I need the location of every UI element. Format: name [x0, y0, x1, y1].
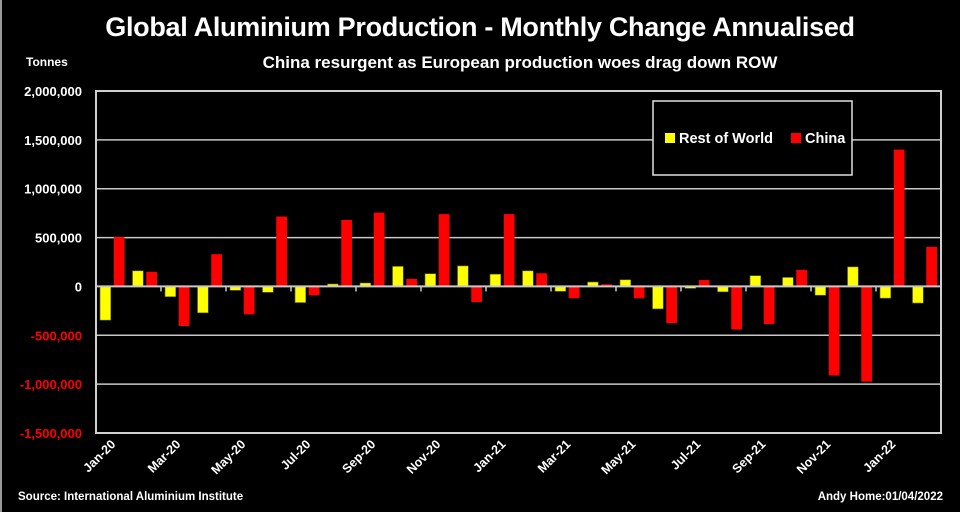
- chart-subtitle: China resurgent as European production w…: [262, 53, 778, 72]
- bar-china: [146, 271, 157, 287]
- bar-china: [666, 286, 677, 324]
- bar-rest-of-world: [749, 275, 762, 287]
- x-tick-label: Jul-20: [278, 437, 313, 472]
- legend-swatch-rest-of-world: [665, 133, 675, 143]
- y-tick-label: 1,500,000: [24, 133, 82, 148]
- x-tick-label: Jul-21: [668, 437, 703, 472]
- author-credit: Andy Home:01/04/2022: [817, 491, 943, 503]
- bar-china: [178, 286, 190, 327]
- bar-china: [503, 214, 515, 287]
- bar-china: [308, 286, 320, 296]
- bar-china: [633, 286, 645, 299]
- bar-china: [763, 286, 775, 325]
- y-tick-label: 1,000,000: [24, 182, 82, 197]
- bar-rest-of-world: [99, 286, 112, 321]
- bar-china: [796, 269, 807, 287]
- bar-china: [893, 149, 905, 287]
- plot-area-border: [95, 90, 942, 434]
- bars: [99, 149, 937, 382]
- bar-rest-of-world: [522, 270, 534, 287]
- x-tick-label: Jan-22: [860, 437, 898, 475]
- bar-rest-of-world: [847, 266, 859, 287]
- bar-rest-of-world: [652, 286, 664, 310]
- y-tick-label: 2,000,000: [24, 84, 82, 99]
- y-tick-label: 0: [75, 279, 82, 294]
- x-tick-label: Jan-20: [80, 437, 118, 475]
- bar-china: [276, 216, 287, 287]
- y-tick-label: -500,000: [31, 328, 82, 343]
- y-tick-label: -1,000,000: [20, 377, 82, 392]
- bar-china: [568, 286, 580, 299]
- legend-swatch-china: [791, 133, 801, 143]
- bar-china: [828, 286, 840, 376]
- bar-china: [211, 254, 222, 287]
- bar-rest-of-world: [294, 286, 307, 303]
- x-axis: [96, 285, 941, 292]
- bar-rest-of-world: [879, 286, 892, 299]
- bar-rest-of-world: [197, 286, 209, 314]
- bar-rest-of-world: [489, 273, 502, 287]
- bar-china: [243, 286, 255, 315]
- x-tick-label: Sep-20: [339, 437, 378, 476]
- x-axis-ticks: Jan-20 Mar-20 May-20 Jul-20 Sep-20 Nov-20 Jan-…: [80, 437, 898, 477]
- x-tick-label: Sep-21: [729, 437, 768, 476]
- bar-rest-of-world: [457, 265, 469, 287]
- bar-china: [926, 246, 937, 287]
- bar-china: [406, 278, 417, 287]
- bar-china: [536, 273, 547, 287]
- legend: Rest of World China: [652, 100, 853, 176]
- x-tick-label: Mar-21: [535, 437, 573, 475]
- bar-rest-of-world: [782, 277, 794, 287]
- bar-rest-of-world: [912, 286, 924, 304]
- x-tick-label: Jan-21: [470, 437, 508, 475]
- x-tick-label: May-20: [208, 437, 248, 477]
- bar-rest-of-world: [392, 266, 404, 287]
- legend-label-china: China: [805, 131, 846, 147]
- y-axis-ticks: 2,000,000 1,500,000 1,000,000 500,000 0 -500,…: [20, 84, 82, 441]
- legend-box: [652, 100, 853, 176]
- y-tick-label: -1,500,000: [20, 426, 82, 441]
- bar-china: [471, 286, 482, 303]
- bar-rest-of-world: [814, 286, 827, 296]
- bar-china: [341, 219, 352, 287]
- x-tick-label: Nov-21: [794, 437, 833, 476]
- chart-title: Global Aluminium Production - Monthly Ch…: [105, 12, 855, 42]
- x-tick-label: Mar-20: [145, 437, 183, 475]
- bar-rest-of-world: [132, 270, 144, 287]
- source-note: Source: International Aluminium Institut…: [18, 491, 244, 503]
- legend-label-rest-of-world: Rest of World: [679, 131, 773, 147]
- bar-china: [698, 280, 710, 287]
- x-tick-label: May-21: [598, 437, 638, 477]
- bar-china: [438, 214, 450, 287]
- bar-rest-of-world: [424, 273, 437, 287]
- y-axis-label: Tonnes: [26, 55, 68, 69]
- bar-china: [861, 286, 872, 382]
- bar-china: [601, 284, 612, 287]
- bar-china: [373, 212, 385, 287]
- bar-rest-of-world: [164, 286, 177, 297]
- bar-china: [113, 237, 125, 287]
- x-tick-label: Nov-20: [404, 437, 443, 476]
- bar-china: [731, 286, 742, 330]
- y-tick-label: 500,000: [35, 231, 82, 246]
